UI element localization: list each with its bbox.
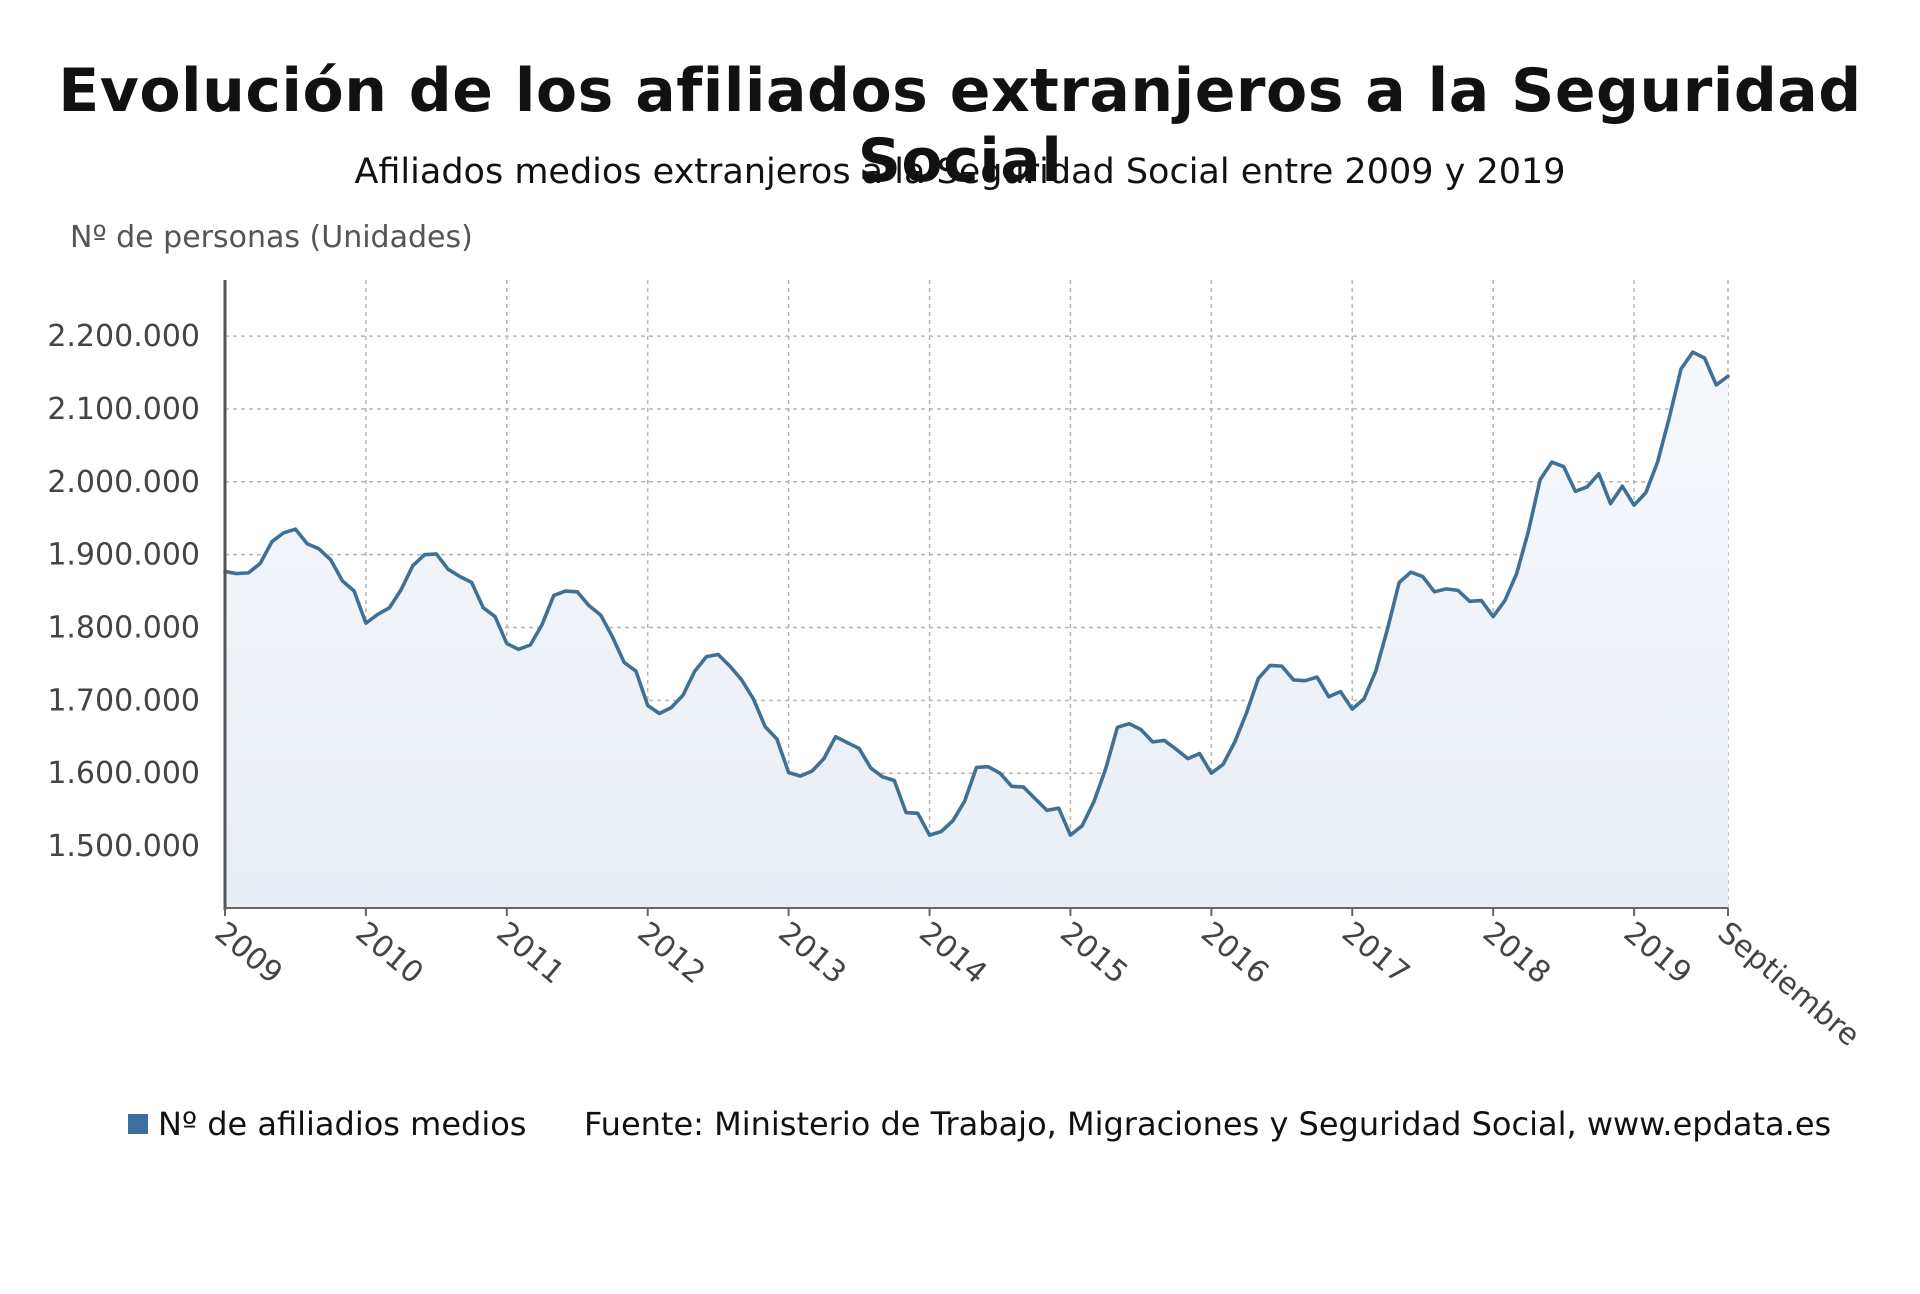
legend: Nº de afiliadios medios [128, 1105, 526, 1143]
source-text: Fuente: Ministerio de Trabajo, Migracion… [584, 1105, 1832, 1143]
y-tick-label: 1.800.000 [47, 611, 200, 646]
x-tick-label: 2009 [208, 915, 289, 991]
x-tick-label: 2011 [490, 915, 571, 991]
series-area [225, 352, 1728, 908]
x-tick-label: 2012 [631, 915, 712, 991]
y-tick-label: 1.600.000 [47, 756, 200, 791]
x-tick-label: 2017 [1335, 915, 1416, 991]
y-axis-label: Nº de personas (Unidades) [70, 220, 473, 255]
y-tick-label: 2.000.000 [47, 465, 200, 500]
x-tick-label: 2016 [1194, 915, 1275, 991]
y-tick-label: 2.100.000 [47, 392, 200, 427]
x-tick-labels: 2009 2010 2011 2012 2013 2014 2015 2016 2017 2018… [208, 915, 1866, 1053]
x-tick-label: 2015 [1053, 915, 1134, 991]
x-tick-label: 2014 [912, 915, 993, 991]
x-tick-label: 2010 [349, 915, 430, 991]
x-tick-label: Septiembre [1711, 915, 1866, 1053]
x-tick-label: 2019 [1617, 915, 1698, 991]
y-tick-labels: 1.500.000 1.600.000 1.700.000 1.800.000 1.90… [47, 319, 200, 864]
y-tick-label: 1.900.000 [47, 538, 200, 573]
y-tick-label: 1.500.000 [47, 829, 200, 864]
y-tick-label: 2.200.000 [47, 319, 200, 354]
legend-label: Nº de afiliadios medios [158, 1105, 527, 1143]
y-tick-label: 1.700.000 [47, 683, 200, 718]
x-tick-label: 2013 [771, 915, 852, 991]
series-line [223, 350, 1730, 837]
axes [223, 280, 1729, 916]
chart-title: Evolución de los afiliados extranjeros a… [58, 56, 1862, 196]
chart-subtitle: Afiliados medios extranjeros a la Seguri… [354, 152, 1566, 192]
legend-swatch [128, 1114, 148, 1134]
x-tick-label: 2018 [1476, 915, 1557, 991]
